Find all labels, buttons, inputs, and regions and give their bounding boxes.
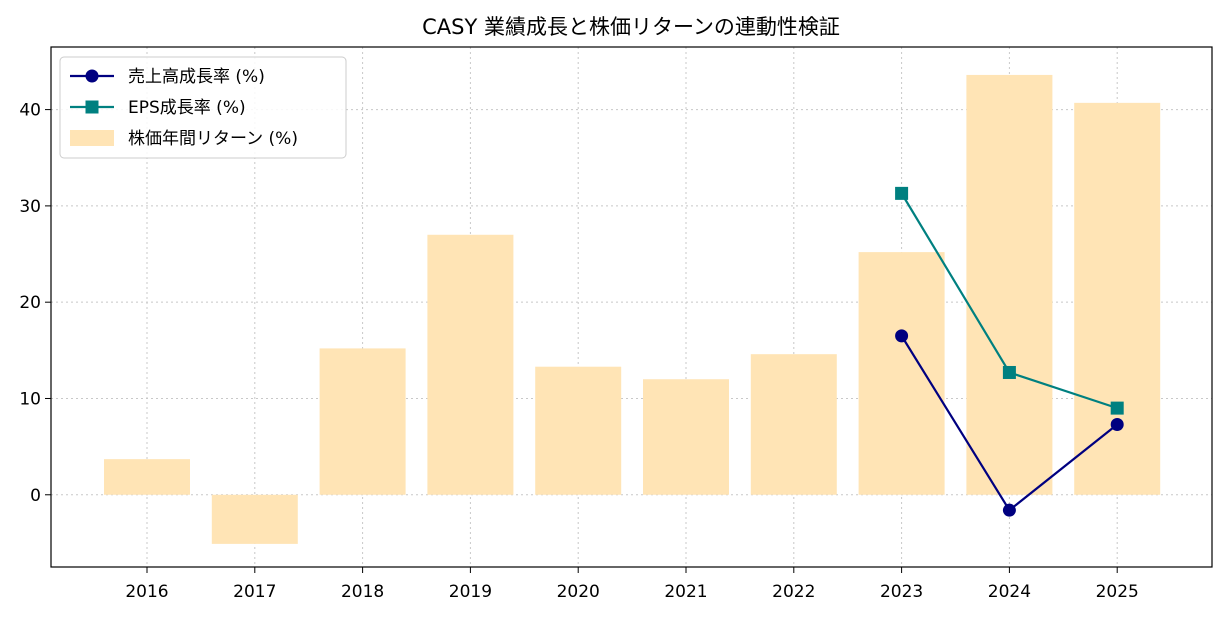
data-point	[1002, 365, 1016, 379]
data-point	[1002, 503, 1016, 517]
data-point	[1110, 417, 1124, 431]
legend-label: EPS成長率 (%)	[128, 98, 246, 118]
data-point	[1110, 401, 1124, 415]
y-tick-label: 0	[30, 486, 41, 506]
legend-box	[59, 56, 347, 159]
axis-ticks: 2016 2017 2018 2019 2020 2021 2022 2023 2024 2025…	[19, 101, 1138, 602]
legend-label: 売上高成長率 (%)	[128, 67, 265, 87]
bar	[966, 74, 1053, 495]
bar	[104, 459, 190, 495]
plot-frame	[50, 46, 1213, 568]
x-tick-label: 2020	[557, 582, 600, 602]
bar	[643, 379, 729, 495]
legend-marker	[85, 100, 99, 114]
y-tick-label: 40	[19, 101, 41, 121]
legend: 売上高成長率 (%) EPS成長率 (%) 株価年間リターン (%)	[59, 56, 347, 159]
x-tick-label: 2016	[125, 582, 168, 602]
legend-label: 株価年間リターン (%)	[128, 129, 298, 149]
bar	[535, 366, 622, 495]
x-tick-label: 2017	[233, 582, 276, 602]
bar-series	[104, 74, 1161, 544]
x-tick-label: 2022	[772, 582, 815, 602]
x-tick-label: 2024	[988, 582, 1031, 602]
bar	[858, 252, 945, 495]
x-tick-label: 2021	[664, 582, 707, 602]
bar	[750, 354, 837, 495]
x-tick-label: 2025	[1096, 582, 1139, 602]
y-tick-label: 20	[19, 293, 41, 313]
x-tick-label: 2019	[449, 582, 492, 602]
line-series	[895, 186, 1124, 517]
y-tick-label: 30	[19, 197, 41, 217]
y-tick-label: 10	[19, 389, 41, 409]
x-tick-label: 2018	[341, 582, 384, 602]
bar	[211, 494, 298, 544]
legend-marker	[85, 69, 99, 83]
bar	[1074, 102, 1161, 495]
bar	[319, 348, 406, 495]
data-point	[895, 329, 909, 343]
data-point	[895, 186, 909, 200]
bar	[427, 234, 514, 495]
x-tick-label: 2023	[880, 582, 923, 602]
legend-swatch	[70, 130, 114, 146]
chart-title: CASY 業績成長と株価リターンの連動性検証	[422, 15, 840, 39]
